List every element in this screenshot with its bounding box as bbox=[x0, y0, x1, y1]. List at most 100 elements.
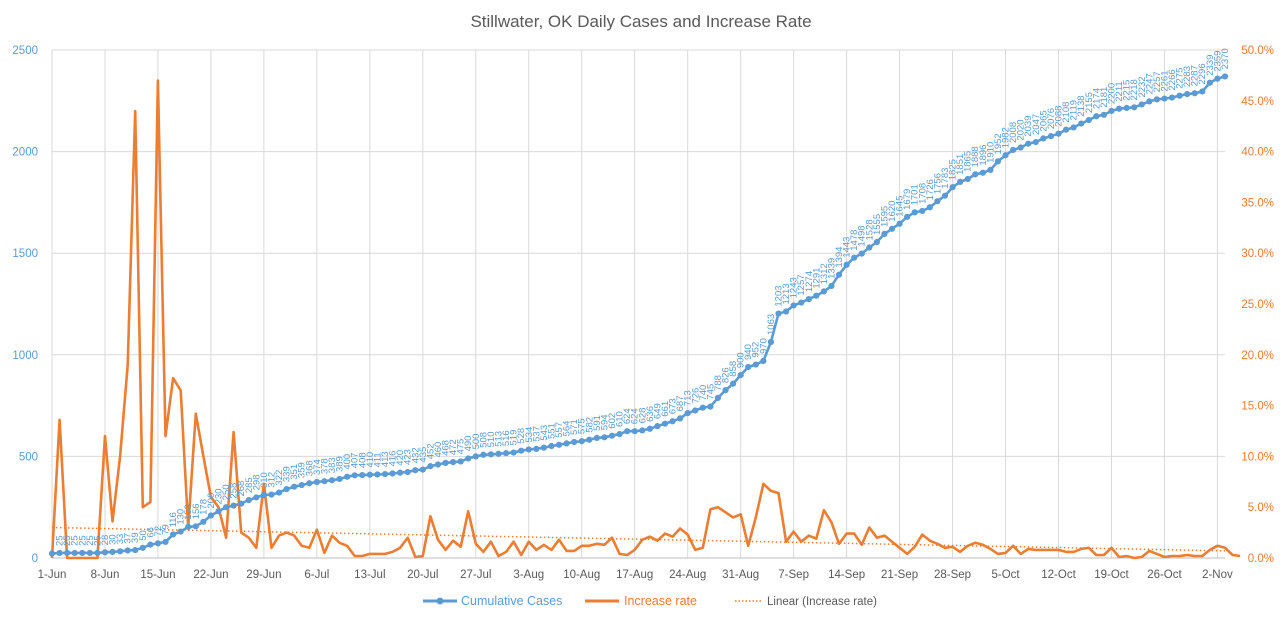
chart-title: Stillwater, OK Daily Cases and Increase … bbox=[470, 12, 811, 31]
cumulative-data-label: 2138 bbox=[1076, 95, 1087, 116]
cumulative-data-label: 1528 bbox=[864, 219, 875, 240]
cumulative-point bbox=[684, 410, 691, 417]
cumulative-point bbox=[200, 518, 207, 525]
cumulative-point bbox=[760, 357, 767, 364]
cumulative-data-label: 636 bbox=[645, 406, 656, 422]
cumulative-point bbox=[1146, 98, 1153, 105]
cumulative-point bbox=[1078, 120, 1085, 127]
cumulative-point bbox=[222, 504, 230, 511]
cumulative-point bbox=[972, 171, 979, 178]
cumulative-point bbox=[782, 308, 790, 315]
cumulative-point bbox=[1085, 117, 1092, 124]
cumulative-data-label: 826 bbox=[720, 367, 731, 383]
x-tick-label: 31-Aug bbox=[722, 569, 759, 581]
cumulative-point bbox=[1032, 138, 1039, 146]
cumulative-data-label: 230 bbox=[213, 488, 224, 504]
cumulative-data-label: 2257 bbox=[1152, 71, 1163, 92]
cumulative-point bbox=[919, 207, 926, 215]
cumulative-data-label: 1213 bbox=[781, 283, 792, 304]
cumulative-data-label: 25 bbox=[62, 535, 73, 546]
cumulative-point bbox=[465, 455, 472, 462]
cumulative-point bbox=[351, 472, 358, 479]
cumulative-point bbox=[1214, 75, 1221, 82]
cumulative-data-label: 2283 bbox=[1182, 66, 1193, 87]
cumulative-data-label: 339 bbox=[282, 466, 293, 482]
cumulative-point bbox=[1108, 107, 1115, 115]
cumulative-data-label: 374 bbox=[312, 459, 323, 475]
cumulative-point bbox=[275, 489, 283, 496]
cumulative-point bbox=[729, 380, 737, 387]
cumulative-point bbox=[487, 451, 495, 458]
cumulative-point bbox=[548, 442, 555, 450]
cumulative-data-label: 740 bbox=[698, 385, 709, 401]
cumulative-point bbox=[994, 158, 1002, 165]
cumulative-point bbox=[48, 550, 56, 557]
y-right-tick-label: 40.0% bbox=[1241, 147, 1274, 159]
cumulative-data-label: 537 bbox=[531, 426, 542, 442]
cumulative-data-label: 1645 bbox=[895, 196, 906, 217]
cumulative-point bbox=[56, 549, 63, 557]
cumulative-point bbox=[578, 438, 585, 445]
gridlines bbox=[51, 49, 1225, 559]
cumulative-data-label: 2108 bbox=[1061, 102, 1072, 123]
cumulative-data-label: 602 bbox=[607, 413, 618, 429]
cumulative-data-label: 1865 bbox=[963, 151, 974, 172]
cumulative-point bbox=[851, 254, 858, 261]
cumulative-point bbox=[1100, 111, 1108, 118]
cumulative-point bbox=[639, 427, 646, 434]
cumulative-point bbox=[586, 436, 593, 443]
cumulative-data-label: 2218 bbox=[1129, 79, 1140, 100]
x-tick-label: 5-Oct bbox=[991, 569, 1020, 581]
x-tick-label: 22-Jun bbox=[193, 569, 228, 581]
cumulative-point bbox=[593, 434, 600, 442]
cumulative-point bbox=[1176, 92, 1183, 99]
cumulative-data-label: 209 bbox=[206, 493, 217, 509]
cumulative-data-label: 1756 bbox=[932, 173, 943, 194]
cumulative-data-label: 72 bbox=[153, 526, 164, 537]
cumulative-point bbox=[374, 471, 381, 478]
cumulative-data-label: 420 bbox=[395, 450, 406, 466]
cumulative-point bbox=[555, 441, 563, 448]
cumulative-point bbox=[238, 500, 245, 507]
cumulative-point bbox=[979, 169, 986, 176]
cumulative-data-label: 475 bbox=[456, 439, 467, 455]
cumulative-point bbox=[472, 453, 479, 460]
cumulative-point bbox=[185, 523, 192, 531]
cumulative-data-label: 2181 bbox=[1099, 87, 1110, 108]
cumulative-data-label: 516 bbox=[501, 430, 512, 446]
cumulative-data-label: 490 bbox=[463, 436, 474, 452]
y-left-tick-label: 0 bbox=[32, 553, 38, 565]
legend-label-cumulative: Cumulative Cases bbox=[461, 594, 562, 608]
cumulative-point bbox=[510, 449, 517, 456]
cumulative-data-label: 2232 bbox=[1137, 76, 1148, 97]
cumulative-point bbox=[94, 549, 101, 557]
cumulative-point bbox=[291, 483, 298, 490]
cumulative-point bbox=[934, 198, 941, 205]
cumulative-point bbox=[427, 463, 434, 470]
cumulative-data-label: 1498 bbox=[857, 225, 868, 246]
cumulative-data-label: 258 bbox=[229, 483, 240, 499]
cumulative-data-label: 410 bbox=[365, 452, 376, 468]
cumulative-data-label: 153 bbox=[183, 504, 194, 520]
y-right-tick-label: 15.0% bbox=[1241, 401, 1274, 413]
cumulative-point bbox=[1161, 95, 1168, 102]
trendline bbox=[51, 526, 1226, 552]
cumulative-data-label: 2275 bbox=[1175, 68, 1186, 89]
y-left-tick-label: 1500 bbox=[12, 248, 38, 260]
cumulative-data-label: 1312 bbox=[819, 263, 830, 284]
cumulative-data-label: 432 bbox=[410, 447, 421, 463]
cumulative-point bbox=[608, 432, 616, 439]
cumulative-point bbox=[904, 213, 911, 220]
cumulative-point bbox=[1138, 101, 1145, 108]
cumulative-data-label: 413 bbox=[380, 451, 391, 467]
cumulative-data-label: 25 bbox=[55, 535, 66, 546]
rate-series-layer bbox=[50, 79, 1241, 560]
cumulative-data-label: 564 bbox=[562, 421, 573, 437]
cumulative-data-label: 472 bbox=[448, 439, 459, 455]
x-tick-label: 17-Aug bbox=[616, 569, 653, 581]
x-tick-label: 7-Sep bbox=[778, 569, 809, 581]
cumulative-data-label: 116 bbox=[168, 512, 179, 527]
cumulative-point bbox=[624, 428, 631, 435]
cumulative-point bbox=[1184, 90, 1191, 98]
